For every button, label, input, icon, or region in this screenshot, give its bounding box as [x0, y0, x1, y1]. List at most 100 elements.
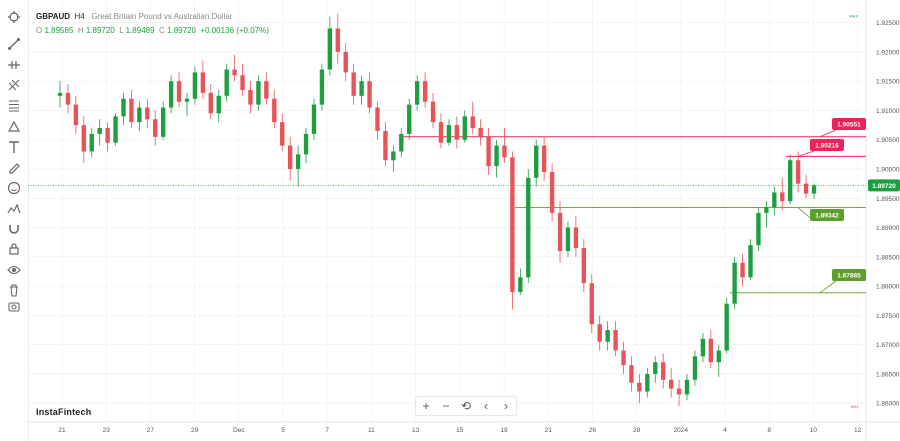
candle-body	[478, 128, 483, 137]
brand-logo: InstaFintech	[36, 407, 92, 417]
candle-body	[756, 212, 761, 246]
candlestick-series	[57, 13, 817, 407]
time-tick-label: 4	[723, 427, 727, 434]
close-label: C	[159, 26, 165, 35]
emoji-icon[interactable]	[4, 179, 24, 197]
candle-body	[264, 81, 269, 99]
candle-body	[367, 81, 372, 108]
low-label: L	[119, 26, 124, 35]
scroll-right-button[interactable]: ›	[504, 399, 508, 413]
fib-retracement-icon[interactable]	[4, 76, 24, 94]
lock-icon[interactable]	[4, 240, 24, 258]
candle-body	[795, 160, 801, 184]
candle-body	[160, 107, 166, 137]
level-tag-label: 1.87885	[837, 273, 861, 280]
time-tick-label: Dec	[233, 427, 245, 434]
price-tick-label: 1.91500	[876, 79, 900, 86]
candle-body	[216, 95, 221, 114]
level-tag-box	[810, 139, 844, 151]
brush-icon[interactable]	[4, 97, 24, 115]
open-label: O	[36, 26, 43, 35]
time-tick-label: 12	[854, 427, 862, 434]
candle-body	[748, 245, 753, 278]
time-tick-label: 11	[368, 427, 375, 434]
high-value: 1.89720	[85, 26, 115, 35]
zoom-in-button[interactable]: +	[422, 399, 430, 413]
trash-icon[interactable]	[4, 281, 24, 299]
price-tick-label: 1.92000	[876, 49, 900, 56]
crosshair-icon[interactable]	[4, 8, 24, 26]
chart-grid	[28, 0, 900, 441]
candle-body	[541, 145, 547, 172]
candle-body	[105, 128, 110, 143]
candle-body	[462, 116, 467, 140]
candle-body	[168, 81, 174, 108]
candle-body	[272, 98, 277, 123]
level-tag-label: 1.90551	[837, 122, 861, 129]
candle-body	[557, 212, 563, 251]
scroll-left-button[interactable]: ‹	[484, 399, 488, 413]
candle-body	[684, 379, 690, 395]
time-tick-label: 21	[545, 427, 553, 434]
time-tick-label: 27	[147, 427, 155, 434]
time-tick-label: 21	[58, 427, 66, 434]
price-tick-label: 1.90500	[876, 137, 900, 144]
reset-button[interactable]: ⟲	[460, 399, 472, 413]
visibility-icon[interactable]	[4, 261, 24, 279]
camera-icon[interactable]	[4, 297, 24, 315]
price-tick-label: 1.91000	[876, 108, 900, 115]
candle-body	[89, 133, 94, 152]
candle-body	[692, 356, 698, 380]
time-tick-label: 7	[325, 427, 329, 434]
candle-body	[391, 151, 396, 161]
candle-body	[65, 92, 71, 105]
candle-body	[645, 373, 650, 392]
candle-body	[510, 157, 515, 292]
candle-body	[494, 145, 499, 167]
candle-body	[327, 28, 333, 70]
candle-body	[740, 262, 745, 278]
candle-body	[232, 69, 237, 76]
candle-body	[788, 160, 793, 202]
time-tick-label: 5	[281, 427, 285, 434]
candle-body	[311, 104, 317, 134]
candle-body	[668, 379, 674, 389]
max-marker: MAX	[849, 14, 858, 19]
candle-body	[359, 81, 364, 96]
candle-body	[113, 116, 118, 143]
price-tick-label: 1.87000	[876, 342, 900, 349]
candle-body	[343, 51, 348, 73]
price-level-tags: 1.90551 1.90216 1.89342 1.87885	[797, 118, 866, 294]
zoom-out-button[interactable]: −	[442, 399, 450, 413]
horizontal-line-icon[interactable]	[4, 56, 24, 74]
candle-body	[653, 362, 658, 374]
trend-line-icon[interactable]	[4, 35, 24, 53]
timeframe-label[interactable]: H4	[74, 12, 85, 21]
text-icon[interactable]	[4, 138, 24, 156]
candle-body	[708, 338, 714, 363]
candle-body	[303, 133, 309, 155]
candle-body	[597, 324, 602, 342]
candle-body	[192, 72, 198, 99]
candle-body	[446, 125, 452, 143]
time-tick-label: 10	[810, 427, 818, 434]
price-tick-label: 1.88500	[876, 254, 900, 261]
level-tag-connector	[819, 129, 837, 138]
candle-body	[549, 171, 555, 213]
magnet-icon[interactable]	[4, 220, 24, 238]
candle-body	[605, 330, 610, 342]
time-tick-label: 29	[191, 427, 199, 434]
pattern-icon[interactable]	[4, 117, 24, 135]
time-tick-label: 13	[412, 427, 420, 434]
candle-body	[73, 104, 79, 126]
measure-icon[interactable]	[4, 199, 24, 217]
candle-body	[240, 75, 245, 90]
pencil-icon[interactable]	[4, 158, 24, 176]
price-tick-label: 1.89500	[876, 196, 900, 203]
time-tick-label: 28	[633, 427, 641, 434]
time-axis[interactable]: 21 23 27 29 Dec 5 7 11 13 15 19 21 26 28 2024 4 8 10 12	[58, 427, 861, 434]
price-axis[interactable]: 1.92500 1.92000 1.91500 1.91000 1.90500 1.900…	[849, 14, 900, 410]
candle-body	[780, 192, 785, 202]
candle-body	[184, 98, 190, 102]
